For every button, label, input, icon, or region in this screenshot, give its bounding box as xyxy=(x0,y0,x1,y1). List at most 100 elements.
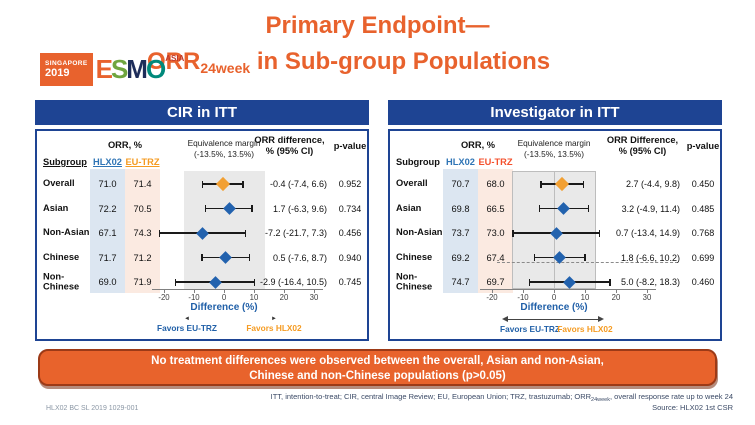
eutrz-column-tint xyxy=(478,169,513,293)
badge-city-label: SINGAPORE xyxy=(45,60,88,68)
subgroup-label: Chinese xyxy=(43,251,80,262)
eutrz-header: EU-TRZ xyxy=(478,157,513,167)
subgroup-header: Subgroup xyxy=(43,157,87,167)
ci-cap-right xyxy=(251,205,253,212)
x-axis xyxy=(479,289,657,290)
ci-cap-right xyxy=(244,229,246,237)
x-axis-tick xyxy=(523,289,524,293)
x-axis-tick xyxy=(314,289,315,293)
equivalence-margin-label: Equivalence margin xyxy=(187,138,261,148)
x-axis-tick xyxy=(616,289,617,293)
favors-eutrz-label: Favors EU-TRZ xyxy=(157,323,217,333)
panel-investigator-itt: Investigator in ITT ORR, % Subgroup HLX0… xyxy=(388,100,722,341)
x-axis-tick-label: 10 xyxy=(249,293,259,302)
x-axis-tick-label: 0 xyxy=(551,293,557,302)
subgroup-header: Subgroup xyxy=(396,157,440,167)
diff-ci-value: 0.7 (-13.4, 14.9) xyxy=(615,228,680,238)
badge-year-label: 2019 xyxy=(45,67,70,80)
panel-title-investigator: Investigator in ITT xyxy=(388,100,722,125)
ci-cap-right xyxy=(242,180,244,188)
singapore-2019-badge: SINGAPORE 2019 xyxy=(40,53,93,86)
ci-cap-left xyxy=(540,180,542,188)
orr-hlx02-value: 71.7 xyxy=(98,252,117,263)
x-axis-tick xyxy=(554,289,555,293)
p-value: 0.952 xyxy=(338,179,362,189)
orr-hlx02-value: 71.0 xyxy=(98,179,117,189)
diff-header-line2: % (95% CI) xyxy=(618,146,667,156)
subgroup-label: Overall xyxy=(396,178,428,189)
favors-right-arrow: ► xyxy=(271,316,277,322)
panel-cir-itt: CIR in ITT ORR, % Subgroup HLX02 EU-TRZ … xyxy=(35,100,369,341)
title-orr-text: ORR xyxy=(147,48,201,75)
subgroup-label: Chinese xyxy=(396,251,433,262)
x-axis-tick-label: 20 xyxy=(611,293,621,302)
esmo-asia-2019-logo: SINGAPORE 2019 ESMO ASIA xyxy=(40,53,184,86)
footnote-abbreviations: ITT, intention-to-treat; CIR, central Im… xyxy=(270,391,733,403)
subgroup-label: Asian xyxy=(396,202,422,213)
ci-cap-left xyxy=(512,229,514,237)
x-axis-tick-label: 10 xyxy=(580,293,590,302)
orr-hlx02-value: 69.2 xyxy=(451,252,470,263)
diff-ci-value: 3.2 (-4.9, 11.4) xyxy=(621,203,680,214)
equivalence-margin-band xyxy=(183,171,265,289)
x-axis-tick xyxy=(647,289,648,293)
diff-header-line1: ORR difference, xyxy=(254,135,325,145)
diff-ci-value: 0.5 (-7.6, 8.7) xyxy=(272,252,327,263)
orr-hlx02-value: 72.2 xyxy=(98,203,117,214)
subgroup-label: Non-Chinese xyxy=(396,271,433,291)
orr-group-header: ORR, % xyxy=(107,140,143,150)
ci-cap-left xyxy=(528,278,530,286)
ci-cap-left xyxy=(533,254,535,261)
orr-eutrz-value: 69.7 xyxy=(486,277,505,287)
x-axis-tick-label: 30 xyxy=(642,293,652,302)
p-value: 0.460 xyxy=(691,277,715,287)
footnote: ITT, intention-to-treat; CIR, central Im… xyxy=(271,391,733,414)
orr-eutrz-value: 71.2 xyxy=(133,252,152,263)
forest-table-cir: ORR, % Subgroup HLX02 EU-TRZ ORR differe… xyxy=(35,129,369,341)
diff-ci-value: 1.8 (-6.6, 10.2) xyxy=(620,252,680,263)
orr-eutrz-value: 74.3 xyxy=(133,228,152,238)
esmo-letter: O xyxy=(145,54,166,84)
diff-ci-value: 2.7 (-4.4, 9.8) xyxy=(625,179,680,189)
hlx02-header: HLX02 xyxy=(93,157,122,167)
p-value: 0.485 xyxy=(691,203,715,214)
slide-title-line2: ORR24week in Sub-group Populations xyxy=(147,48,550,76)
p-value: 0.745 xyxy=(338,277,362,287)
x-axis-tick xyxy=(492,289,493,293)
footnote-line1-post: , overall response rate up to week 24 xyxy=(610,392,733,401)
ci-cap-right xyxy=(584,254,586,261)
orr-eutrz-value: 68.0 xyxy=(486,179,505,189)
orr-hlx02-value: 74.7 xyxy=(451,277,470,287)
p-value: 0.940 xyxy=(338,252,362,263)
favors-hlx02-label: Favors HLX02 xyxy=(557,324,613,334)
orr-eutrz-value: 71.4 xyxy=(133,179,152,189)
equivalence-margin-value: (-13.5%, 13.5%) xyxy=(194,149,254,159)
orr-hlx02-value: 67.1 xyxy=(98,228,117,238)
ci-cap-right xyxy=(582,180,585,188)
asia-region-label: ASIA xyxy=(165,54,185,63)
orr-hlx02-value: 69.8 xyxy=(451,203,470,214)
orr-eutrz-value: 67.4 xyxy=(486,252,505,263)
diff-ci-value: 5.0 (-8.2, 18.3) xyxy=(620,277,680,287)
x-axis-tick-label: -20 xyxy=(486,293,498,302)
eutrz-column-tint xyxy=(125,169,160,293)
orr-eutrz-value: 70.5 xyxy=(133,203,152,214)
forest-table-investigator: ORR, % Subgroup HLX02 EU-TRZ ORR Differe… xyxy=(388,129,722,341)
footnote-line1-pre: ITT, intention-to-treat; CIR, central Im… xyxy=(270,392,592,401)
ci-cap-left xyxy=(174,278,177,286)
conclusion-banner: No treatment differences were observed b… xyxy=(38,349,717,386)
orr-hlx02-value: 73.7 xyxy=(451,228,470,238)
x-axis-tick-label: 20 xyxy=(279,293,289,302)
x-axis-tick-label: 30 xyxy=(309,293,319,302)
diff-header-line2: % (95% CI) xyxy=(265,146,314,156)
subgroup-label: Asian xyxy=(43,202,69,213)
title-rest-text: in Sub-group Populations xyxy=(250,48,551,75)
orr-eutrz-value: 71.9 xyxy=(133,277,152,287)
ci-cap-left xyxy=(201,180,204,188)
pvalue-header: p-value xyxy=(686,141,720,151)
x-axis-tick-label: 0 xyxy=(221,293,227,302)
ci-cap-right xyxy=(598,229,601,237)
favors-hlx02-label: Favors HLX02 xyxy=(246,323,302,333)
p-value: 0.450 xyxy=(691,179,715,189)
